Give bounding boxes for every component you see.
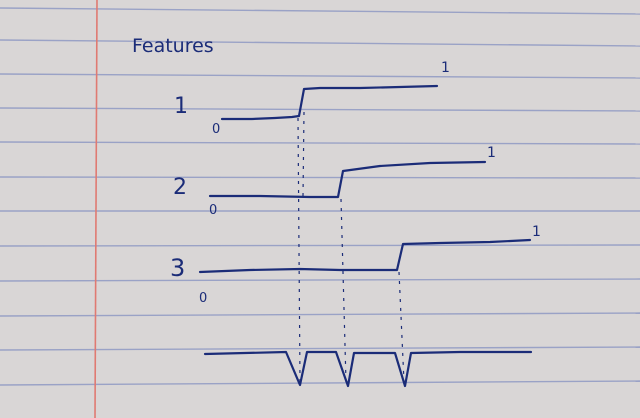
feature-2: 2 0 1 [173, 145, 496, 218]
feature-3: 3 0 1 [170, 224, 541, 306]
dashed-guide-line-2 [340, 198, 347, 383]
rule-line [0, 176, 640, 179]
rule-line [0, 346, 640, 351]
feature-3-high-label: 1 [532, 224, 541, 240]
dashed-guides [297, 111, 405, 383]
rule-line [0, 244, 640, 247]
feature-1-low-label: 0 [212, 122, 220, 137]
rule-line [0, 278, 640, 282]
feature-2-label: 2 [173, 175, 187, 200]
rule-line [0, 380, 640, 386]
page-title: Features [132, 35, 214, 57]
rule-line [0, 7, 640, 15]
feature-1-label: 1 [174, 94, 188, 119]
combined-signal-curve [203, 350, 533, 388]
dashed-guide-line-3 [398, 271, 405, 383]
feature-1-high-label: 1 [441, 60, 450, 76]
rule-line [0, 73, 640, 79]
feature-3-low-label: 0 [199, 291, 207, 306]
feature-3-step-curve [198, 238, 532, 274]
feature-1: 1 0 1 [174, 60, 450, 137]
ruled-lines [0, 7, 640, 386]
margin-line [94, 0, 98, 418]
rule-line [0, 141, 640, 145]
rule-line [0, 39, 640, 47]
feature-2-low-label: 0 [209, 203, 217, 218]
feature-2-step-curve [208, 160, 487, 199]
rule-line [0, 107, 640, 112]
feature-1-step-curve [220, 84, 439, 121]
rule-line [0, 312, 640, 317]
feature-2-high-label: 1 [487, 145, 496, 161]
feature-3-label: 3 [170, 254, 185, 282]
